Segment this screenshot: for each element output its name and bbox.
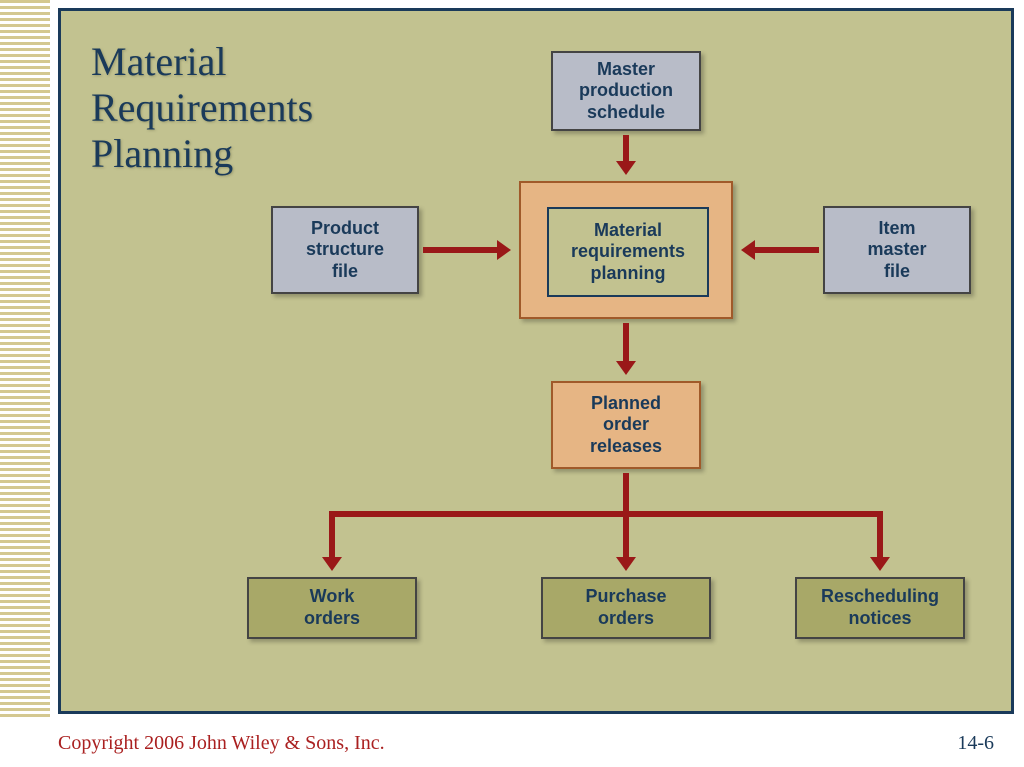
node-purchase-orders: Purchaseorders (541, 577, 711, 639)
page-title: MaterialRequirementsPlanning (91, 39, 313, 177)
copyright-text: Copyright 2006 John Wiley & Sons, Inc. (58, 732, 385, 755)
arrow-por-stub (623, 473, 629, 511)
arrow-head-down-icon (616, 557, 636, 571)
arrow-head-right-icon (497, 240, 511, 260)
node-planned-order-releases: Plannedorderreleases (551, 381, 701, 469)
node-label: Workorders (304, 586, 360, 629)
slide-footer: Copyright 2006 John Wiley & Sons, Inc. 1… (58, 732, 1014, 755)
node-master-production-schedule: Masterproductionschedule (551, 51, 701, 131)
spiral-binding (0, 0, 50, 720)
arrow-head-down-icon (616, 161, 636, 175)
arrow-head-left-icon (741, 240, 755, 260)
node-mrp-inner: Materialrequirementsplanning (547, 207, 709, 297)
node-label: Reschedulingnotices (821, 586, 939, 629)
node-label: Purchaseorders (585, 586, 666, 629)
node-label: Plannedorderreleases (590, 393, 662, 458)
node-product-structure-file: Productstructurefile (271, 206, 419, 294)
arrow-to-purchase (623, 511, 629, 557)
node-label: Masterproductionschedule (579, 59, 673, 124)
node-rescheduling-notices: Reschedulingnotices (795, 577, 965, 639)
arrow-to-resched (877, 511, 883, 557)
arrow-split-bar (329, 511, 883, 517)
node-label: Materialrequirementsplanning (571, 220, 685, 285)
node-item-master-file: Itemmasterfile (823, 206, 971, 294)
arrow-psf-to-mrp (423, 247, 497, 253)
arrow-imf-to-mrp (755, 247, 819, 253)
arrow-to-work (329, 511, 335, 557)
arrow-mrp-to-por (623, 323, 629, 361)
arrow-mps-to-mrp (623, 135, 629, 161)
page-number: 14-6 (957, 732, 1014, 755)
node-work-orders: Workorders (247, 577, 417, 639)
node-label: Productstructurefile (306, 218, 384, 283)
arrow-head-down-icon (870, 557, 890, 571)
node-label: Itemmasterfile (867, 218, 926, 283)
arrow-head-down-icon (616, 361, 636, 375)
slide-frame: MaterialRequirementsPlanning Masterprodu… (58, 8, 1014, 714)
arrow-head-down-icon (322, 557, 342, 571)
